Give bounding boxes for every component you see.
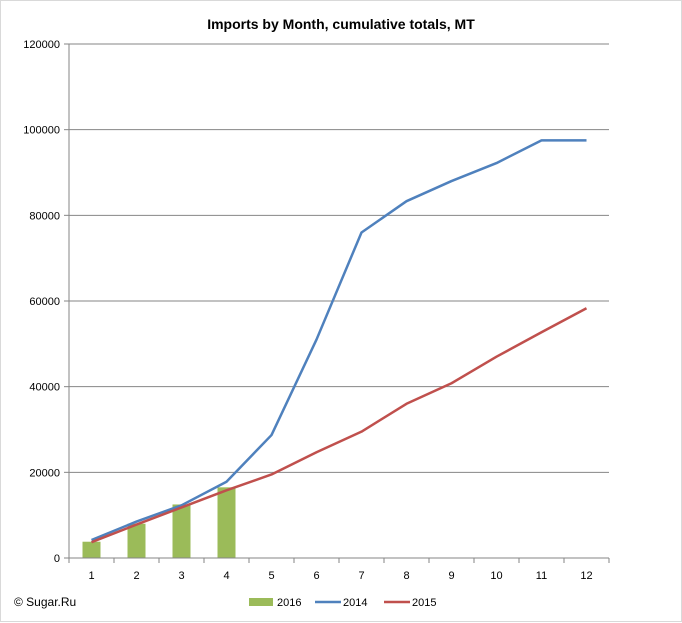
y-tick-label: 0 — [54, 553, 60, 565]
x-axis-ticks: 1 2 3 4 5 6 7 8 9 10 11 12 — [68, 558, 610, 582]
chart-title: Imports by Month, cumulative totals, MT — [207, 16, 475, 32]
x-tick-label: 2 — [133, 570, 139, 582]
y-tick-label: 100000 — [23, 125, 60, 137]
legend-label-2015: 2015 — [412, 597, 436, 609]
x-tick-label: 7 — [358, 570, 364, 582]
legend-label-2016: 2016 — [277, 597, 301, 609]
bar-2016 — [127, 523, 146, 558]
y-tick-label: 80000 — [29, 210, 60, 222]
gridlines — [69, 43, 609, 473]
copyright-text: © Sugar.Ru — [14, 595, 76, 609]
y-tick-label: 120000 — [23, 39, 60, 51]
x-tick-label: 3 — [178, 570, 184, 582]
bar-2016 — [82, 541, 101, 558]
x-tick-label: 6 — [313, 570, 319, 582]
bar-2016 — [217, 487, 236, 558]
legend: 2016 2014 2015 — [249, 597, 436, 609]
x-tick-label: 10 — [490, 570, 502, 582]
y-tick-label: 60000 — [29, 296, 60, 308]
y-axis-ticks: 0 20000 40000 60000 80000 100000 120000 — [23, 39, 69, 565]
x-tick-label: 11 — [536, 570, 547, 582]
y-tick-label: 40000 — [29, 382, 60, 394]
x-tick-label: 12 — [580, 570, 592, 582]
x-tick-label: 5 — [268, 570, 274, 582]
line-2015 — [91, 307, 588, 544]
line-series — [91, 139, 588, 544]
y-tick-label: 20000 — [29, 467, 60, 479]
x-tick-label: 9 — [448, 570, 454, 582]
legend-swatch-2016 — [249, 598, 273, 606]
x-tick-label: 1 — [88, 570, 94, 582]
line-2014 — [91, 139, 587, 542]
bar-series — [82, 487, 236, 558]
bar-2016 — [172, 504, 191, 558]
x-tick-label: 8 — [403, 570, 409, 582]
legend-label-2014: 2014 — [343, 597, 367, 609]
x-tick-label: 4 — [223, 570, 229, 582]
